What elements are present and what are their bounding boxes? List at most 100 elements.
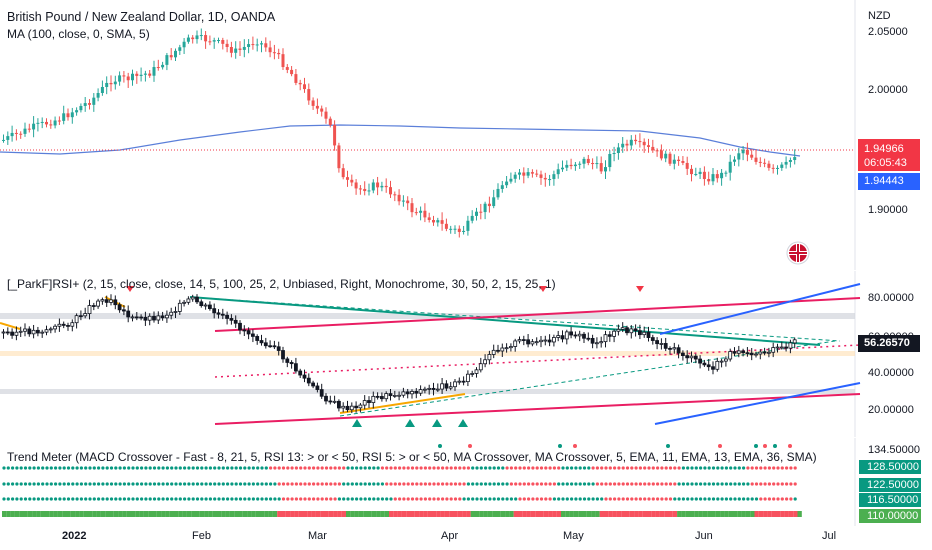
trend-dot [195, 482, 200, 486]
trend-meter-chart[interactable] [0, 438, 932, 526]
trend-bar-segment [453, 511, 458, 517]
trend-dot [324, 466, 329, 470]
price-candle-body [457, 228, 461, 232]
rsi-candle-body [40, 331, 45, 334]
price-candle-body [715, 174, 719, 179]
trend-bar-segment [634, 511, 639, 517]
trend-dot [178, 466, 182, 470]
rsi-orange-line-left [0, 322, 21, 330]
trend-dot [170, 482, 174, 486]
trend-bar-segment [664, 511, 669, 517]
trend-bar-segment [582, 511, 587, 517]
rsi-candle-body [612, 330, 616, 337]
ma-legend[interactable]: MA (100, close, 0, SMA, 5) [7, 27, 150, 41]
trend-bar-segment [161, 511, 166, 517]
trend-bar-segment [260, 511, 265, 517]
trend-dot [522, 482, 526, 486]
rsi-candle-body [478, 363, 483, 371]
trend-dot [213, 466, 217, 470]
time-axis[interactable] [0, 526, 932, 550]
price-candle-body [449, 228, 453, 230]
uk-flag-icon[interactable] [786, 241, 810, 265]
rsi-candle-body [582, 333, 586, 339]
trend-bar-segment [152, 511, 157, 517]
rsi-candle-body [642, 331, 647, 336]
x-label-mar: Mar [308, 530, 327, 542]
rsi-candle-body [792, 339, 797, 344]
trend-bar-segment [311, 511, 316, 517]
trend-bar-segment [182, 511, 187, 517]
price-chart[interactable] [0, 0, 932, 270]
price-candle-body [272, 52, 276, 54]
trend-dot [337, 497, 341, 501]
trend-dot [453, 482, 458, 486]
trend-dot [28, 466, 32, 470]
trend-dot [337, 482, 341, 486]
price-candle-body [294, 74, 298, 83]
trend-bar-segment [414, 511, 420, 517]
trend-dot [466, 497, 470, 501]
trend-dot [49, 497, 53, 501]
trend-dot [127, 466, 131, 470]
trend-bar-segment [522, 511, 527, 517]
rsi-candle-body [435, 388, 440, 391]
trend-dot [604, 482, 608, 486]
price-candle-body [298, 82, 302, 85]
rsi-candle-body [242, 329, 247, 332]
trend-bar-segment [776, 511, 781, 517]
trend-bar-segment [62, 511, 67, 517]
trend-dot [539, 497, 544, 501]
trend-dot [135, 497, 139, 501]
trend-bar-segment [337, 511, 342, 517]
price-candle-body [328, 118, 332, 126]
rsi-candle-body [676, 347, 681, 354]
rsi-candle-body [483, 359, 488, 365]
trend-dot [453, 466, 458, 470]
rsi-legend[interactable]: [_ParkF]RSI+ (2, 15, close, close, 14, 5… [7, 277, 556, 291]
rsi-chart[interactable] [0, 271, 932, 437]
trend-dot [367, 497, 372, 501]
symbol-title[interactable]: British Pound / New Zealand Dollar, 1D, … [7, 10, 276, 24]
trend-dot [118, 497, 122, 501]
trend-meter-pane[interactable]: Trend Meter (MACD Crossover - Fast - 8, … [0, 438, 932, 526]
trend-dot [286, 466, 290, 470]
price-candle-body [436, 220, 440, 223]
price-candle-body [758, 161, 762, 163]
trend-bar-segment [341, 511, 346, 517]
price-candle-body [118, 75, 122, 82]
trend-dot [200, 497, 204, 501]
trend-dot [436, 466, 440, 470]
rsi-candle-body [298, 370, 303, 376]
trend-dot [699, 482, 703, 486]
trend-dot [694, 466, 698, 470]
trend-bar-segment [376, 511, 381, 517]
rsi-candle-body [109, 299, 113, 303]
price-candle-body [543, 177, 547, 180]
trend-dot [157, 482, 161, 486]
price-candle-body [307, 89, 311, 101]
price-candle-body [423, 210, 427, 218]
trend-dot [772, 497, 776, 501]
trend-dot [720, 482, 724, 486]
trend-dot [109, 466, 114, 470]
trend-dot [247, 482, 251, 486]
trend-meter-legend[interactable]: Trend Meter (MACD Crossover - Fast - 8, … [7, 450, 817, 464]
trend-bar-segment [565, 511, 570, 517]
rsi-candle-body [741, 350, 745, 354]
trend-bar-segment [612, 511, 617, 517]
trend-dot [15, 466, 19, 470]
rsi-candle-body [547, 339, 552, 343]
price-candle-body [440, 220, 444, 224]
price-candle-body [238, 48, 242, 50]
trend-signal-dot [573, 444, 577, 448]
price-pane[interactable]: British Pound / New Zealand Dollar, 1D, … [0, 0, 932, 270]
trend-dot [385, 497, 389, 501]
rsi-pane[interactable]: [_ParkF]RSI+ (2, 15, close, close, 14, 5… [0, 271, 932, 437]
trend-dot [109, 497, 114, 501]
trend-dot [273, 482, 277, 486]
trend-bar-segment [320, 511, 325, 517]
trend-dot [733, 466, 737, 470]
price-candle-body [122, 75, 126, 77]
price-candle-body [281, 54, 285, 68]
rsi-candle-body [384, 393, 389, 400]
